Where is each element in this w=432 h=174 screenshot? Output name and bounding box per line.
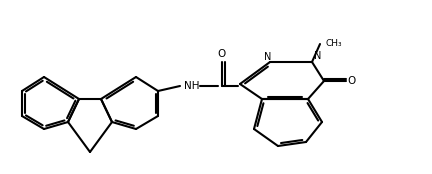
- Text: O: O: [348, 76, 356, 86]
- Text: NH: NH: [184, 81, 200, 91]
- Text: N: N: [264, 52, 272, 62]
- Text: CH₃: CH₃: [325, 39, 342, 49]
- Text: O: O: [218, 49, 226, 59]
- Text: N: N: [314, 51, 322, 61]
